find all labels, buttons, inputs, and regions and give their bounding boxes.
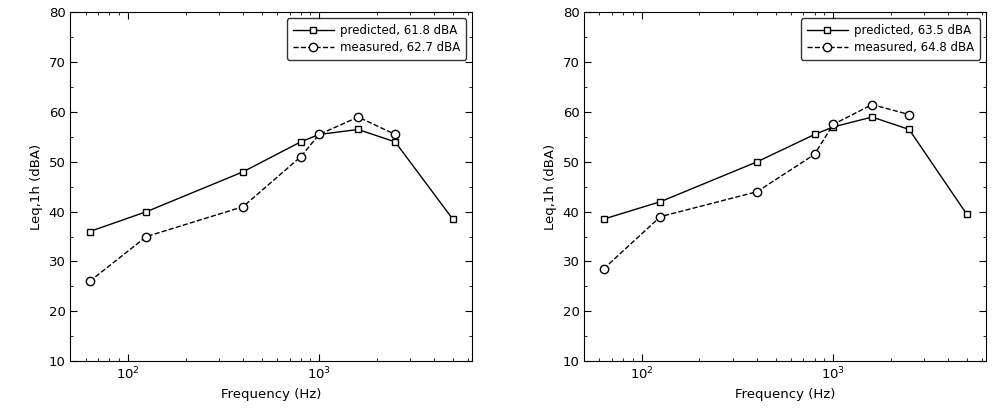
predicted, 63.5 dBA [654,199,666,204]
measured, 64.8 dBA [598,266,610,271]
predicted, 61.8 dBA [237,169,249,174]
Legend: predicted, 61.8 dBA, measured, 62.7 dBA: predicted, 61.8 dBA, measured, 62.7 dBA [287,18,466,60]
measured, 64.8 dBA [809,152,821,157]
measured, 62.7 dBA [295,154,307,159]
Y-axis label: Leq,1h (dBA): Leq,1h (dBA) [544,144,557,230]
X-axis label: Frequency (Hz): Frequency (Hz) [221,388,321,401]
predicted, 61.8 dBA [295,139,307,144]
predicted, 61.8 dBA [447,217,459,222]
predicted, 63.5 dBA [961,212,973,217]
Line: predicted, 63.5 dBA: predicted, 63.5 dBA [600,114,970,222]
measured, 64.8 dBA [866,102,878,107]
predicted, 63.5 dBA [827,124,839,129]
predicted, 63.5 dBA [866,115,878,120]
measured, 64.8 dBA [750,189,763,194]
Y-axis label: Leq,1h (dBA): Leq,1h (dBA) [30,144,43,230]
measured, 64.8 dBA [654,214,666,219]
predicted, 63.5 dBA [809,132,821,137]
predicted, 61.8 dBA [389,139,401,144]
Line: measured, 64.8 dBA: measured, 64.8 dBA [600,100,913,273]
measured, 62.7 dBA [352,115,364,120]
predicted, 61.8 dBA [141,209,153,214]
measured, 62.7 dBA [313,132,325,137]
measured, 62.7 dBA [237,204,249,209]
predicted, 61.8 dBA [352,127,364,132]
predicted, 63.5 dBA [598,217,610,222]
Legend: predicted, 63.5 dBA, measured, 64.8 dBA: predicted, 63.5 dBA, measured, 64.8 dBA [801,18,980,60]
measured, 64.8 dBA [903,112,915,117]
measured, 62.7 dBA [389,132,401,137]
measured, 64.8 dBA [827,122,839,127]
predicted, 61.8 dBA [83,229,96,234]
Line: predicted, 61.8 dBA: predicted, 61.8 dBA [87,126,457,235]
predicted, 61.8 dBA [313,132,325,137]
X-axis label: Frequency (Hz): Frequency (Hz) [735,388,835,401]
Line: measured, 62.7 dBA: measured, 62.7 dBA [86,113,399,286]
predicted, 63.5 dBA [903,127,915,132]
predicted, 63.5 dBA [750,159,763,164]
measured, 62.7 dBA [83,279,96,284]
measured, 62.7 dBA [141,234,153,239]
